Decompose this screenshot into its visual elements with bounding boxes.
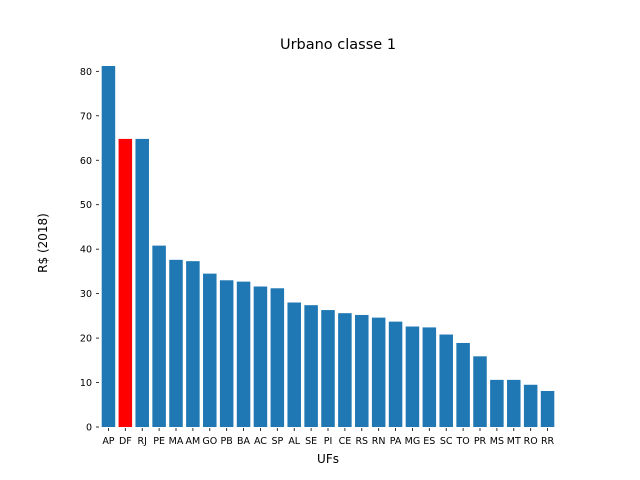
y-axis-label: R$ (2018) bbox=[36, 213, 50, 273]
bar-ac bbox=[253, 286, 268, 427]
bar-rn bbox=[371, 317, 386, 427]
x-axis: AP DF RJ PE MA AM GO PB BA AC SP AL SE PI CE RS RN PA MG ES… bbox=[102, 428, 555, 447]
x-tick-label: RJ bbox=[138, 436, 147, 447]
x-tick-label: GO bbox=[202, 436, 217, 447]
bar-ms bbox=[490, 379, 504, 427]
x-tick-label: SE bbox=[305, 436, 317, 447]
x-tick-label: AC bbox=[254, 436, 267, 447]
x-tick-label: MS bbox=[490, 436, 504, 447]
chart-title: Urbano classe 1 bbox=[280, 37, 396, 53]
x-tick-label: CE bbox=[339, 436, 352, 447]
bar-pa bbox=[388, 321, 403, 427]
y-tick-label: 50 bbox=[80, 200, 92, 211]
bar-al bbox=[287, 302, 301, 427]
bar-rs bbox=[355, 314, 369, 427]
bar-am bbox=[186, 261, 200, 427]
bar-rr bbox=[540, 390, 555, 427]
bar-mg bbox=[405, 326, 420, 427]
x-tick-label: RR bbox=[541, 436, 555, 447]
x-tick-label: MG bbox=[405, 436, 421, 447]
y-tick-label: 30 bbox=[80, 289, 92, 300]
x-axis-label: UFs bbox=[317, 452, 339, 466]
x-tick-label: AM bbox=[186, 436, 201, 447]
y-tick-label: 40 bbox=[80, 245, 92, 256]
y-axis: 0 10 20 30 40 50 60 70 80 bbox=[80, 67, 99, 434]
bar-ce bbox=[338, 313, 352, 427]
x-tick-label: AL bbox=[288, 436, 300, 447]
x-tick-label: BA bbox=[237, 436, 251, 447]
x-tick-label: MA bbox=[169, 436, 184, 447]
bar-df bbox=[118, 138, 133, 427]
x-tick-label: ES bbox=[423, 436, 435, 447]
bar-to bbox=[456, 342, 470, 427]
x-tick-label: PE bbox=[153, 436, 165, 447]
bar-es bbox=[422, 327, 437, 427]
x-tick-label: SC bbox=[440, 436, 453, 447]
x-tick-label: RS bbox=[355, 436, 368, 447]
x-tick-label: PI bbox=[324, 436, 333, 447]
x-tick-label: MT bbox=[507, 436, 521, 447]
bar-se bbox=[304, 305, 318, 427]
bar-pb bbox=[219, 280, 234, 427]
y-tick-label: 60 bbox=[80, 156, 92, 167]
x-tick-label: SP bbox=[271, 436, 283, 447]
bar-sc bbox=[439, 334, 453, 427]
bar-ap bbox=[101, 66, 116, 427]
bar-sp bbox=[270, 288, 285, 427]
bar-pi bbox=[321, 310, 335, 427]
x-tick-label: DF bbox=[119, 436, 132, 447]
x-tick-label: RO bbox=[524, 436, 538, 447]
bar-go bbox=[203, 273, 217, 427]
bar-ba bbox=[236, 281, 251, 427]
bar-pe bbox=[152, 245, 166, 427]
bar-pr bbox=[473, 356, 487, 427]
y-tick-label: 80 bbox=[80, 67, 92, 78]
x-tick-label: RN bbox=[372, 436, 386, 447]
y-tick-label: 20 bbox=[80, 334, 92, 345]
y-tick-label: 0 bbox=[86, 423, 92, 434]
bar-rj bbox=[135, 138, 149, 427]
bar-ro bbox=[523, 384, 538, 427]
x-tick-label: PB bbox=[221, 436, 233, 447]
bar-mt bbox=[507, 379, 521, 427]
x-tick-label: PA bbox=[390, 436, 402, 447]
bars bbox=[101, 66, 555, 427]
x-tick-label: TO bbox=[455, 436, 469, 447]
x-tick-label: AP bbox=[102, 436, 114, 447]
y-tick-label: 10 bbox=[80, 378, 92, 389]
x-tick-label: PR bbox=[474, 436, 487, 447]
y-tick-label: 70 bbox=[80, 111, 92, 122]
bar-ma bbox=[169, 259, 183, 427]
